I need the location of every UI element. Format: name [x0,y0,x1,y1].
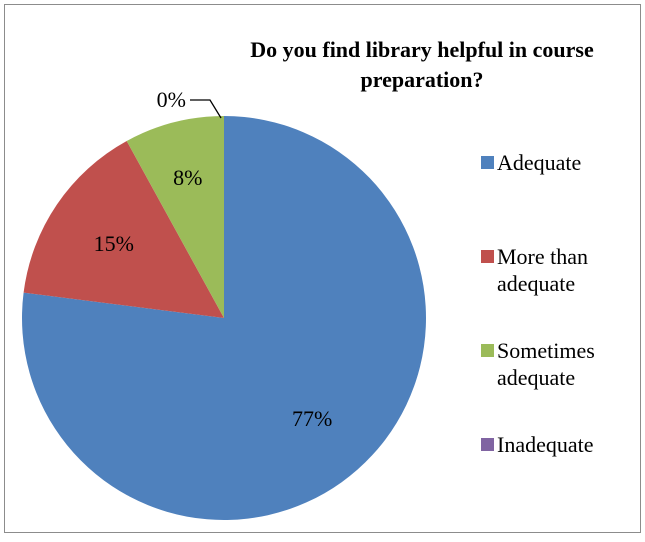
pie-slice-adequate [22,116,427,520]
legend-swatch-adequate [481,156,494,169]
legend-item-inadequate: Inadequate [481,432,594,457]
data-label-adequate: 77% [292,406,332,431]
data-label-sometimes-adequate: 8% [173,165,202,190]
pie-slices [22,116,427,520]
data-labels: 77% 15% 8% 0% [94,87,333,431]
legend: Adequate More than adequate Sometimes adequa… [481,150,595,457]
legend-swatch-inadequate [481,438,494,451]
legend-item-more-than-adequate: More than adequate [481,244,588,296]
pie-slice-more-than-adequate [23,140,224,318]
legend-label-adequate: Adequate [497,150,581,175]
legend-item-adequate: Adequate [481,150,581,175]
legend-label-inadequate: Inadequate [497,432,594,457]
chart-title: Do you find library helpful in course pr… [250,37,594,92]
pie-chart: Do you find library helpful in course pr… [22,37,595,520]
leader-line-inadequate [190,99,222,119]
chart-area: Do you find library helpful in course pr… [4,4,641,533]
data-label-inadequate: 0% [157,87,186,112]
chart-title-line-1: Do you find library helpful in course [250,37,594,62]
pie-slice-sometimes-adequate [126,116,224,318]
data-label-more-than-adequate: 15% [94,231,134,256]
chart-title-line-2: preparation? [360,67,483,92]
legend-label-more-than-adequate: More than adequate [497,244,588,296]
legend-label-sometimes-adequate: Sometimes adequate [497,338,595,390]
legend-swatch-sometimes-adequate [481,344,494,357]
legend-swatch-more-than-adequate [481,250,494,263]
legend-item-sometimes-adequate: Sometimes adequate [481,338,595,390]
